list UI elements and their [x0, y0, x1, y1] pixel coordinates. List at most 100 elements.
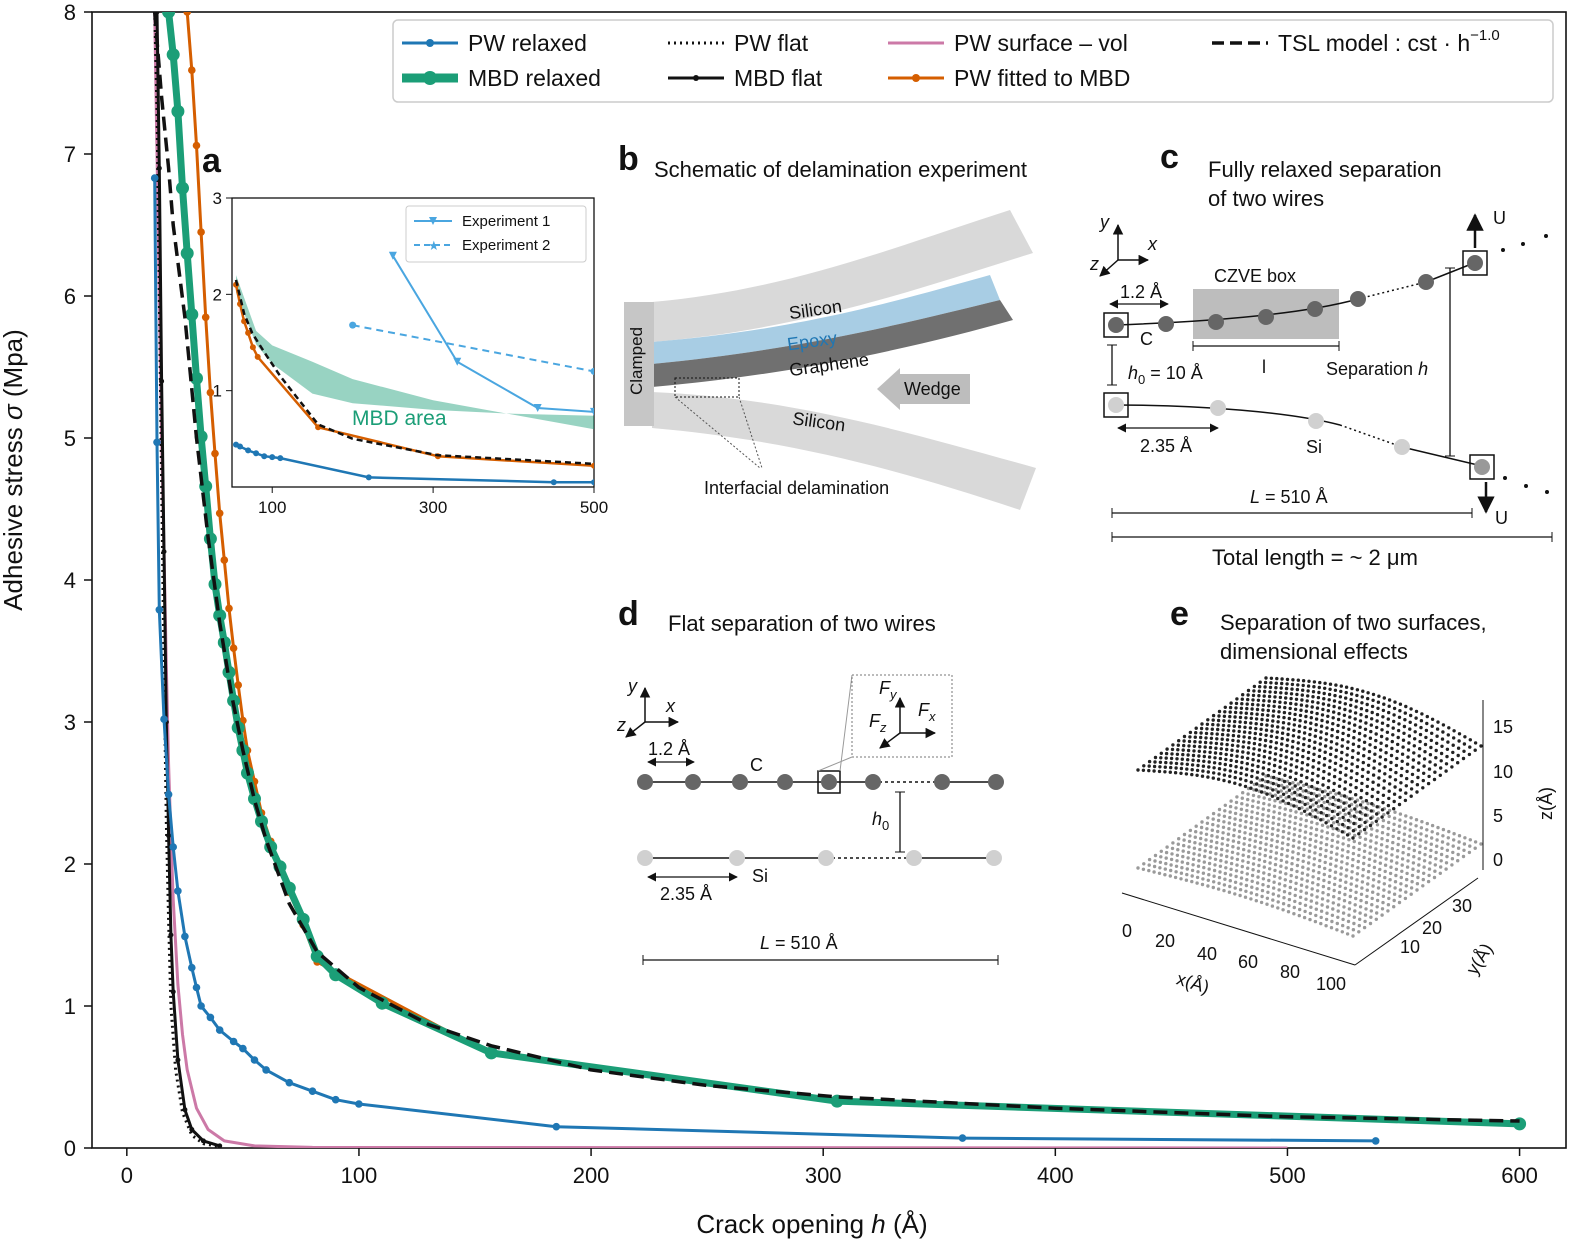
surface-point	[1354, 778, 1359, 783]
surface-point	[1333, 870, 1338, 874]
surface-point	[1320, 829, 1324, 833]
surface-point	[1413, 842, 1417, 846]
surface-point	[1286, 837, 1291, 841]
surface-point	[1331, 901, 1336, 905]
x-tick-label: 400	[1037, 1163, 1074, 1188]
surface-point	[1186, 758, 1190, 762]
surface-point	[1293, 893, 1297, 898]
surface-point	[1406, 748, 1411, 752]
surface-point	[1396, 728, 1401, 733]
surface-point	[1220, 842, 1224, 846]
surface-point	[1269, 739, 1273, 744]
surface-point	[1375, 835, 1379, 839]
series-point	[310, 949, 324, 963]
surface-point	[1361, 760, 1366, 765]
surface-point	[1362, 849, 1367, 853]
surface-point	[1402, 838, 1406, 842]
surface-point	[1288, 782, 1292, 786]
panel-d-title: Flat separation of two wires	[668, 611, 936, 636]
surface-point	[1219, 853, 1224, 857]
surface-point	[1213, 857, 1218, 861]
series-point	[285, 1078, 294, 1087]
surface-point	[1425, 821, 1430, 826]
surface-point	[1456, 746, 1461, 750]
surface-point	[1352, 729, 1357, 733]
surface-point	[1255, 712, 1259, 716]
y-tick-label: 6	[64, 284, 76, 309]
surface-point	[1351, 742, 1356, 746]
surface-point	[1147, 768, 1151, 773]
surface-point	[1274, 851, 1279, 855]
surface-point	[1278, 876, 1282, 880]
surface-point	[1414, 824, 1418, 828]
surface-point	[1410, 880, 1414, 884]
surface-point	[1409, 886, 1414, 890]
surface-point	[1334, 858, 1339, 862]
surface-point	[1244, 778, 1248, 783]
surface-point	[1364, 831, 1368, 835]
surface-point	[1240, 802, 1244, 806]
surface-point	[1354, 785, 1358, 790]
surface-point	[1217, 807, 1222, 812]
surface-point	[1411, 861, 1416, 865]
surface-point	[1245, 803, 1249, 807]
surface-point	[1377, 694, 1381, 698]
surface-point	[1402, 832, 1407, 836]
surface-point	[1348, 715, 1352, 719]
surface-point	[1169, 756, 1174, 761]
surface-point	[1219, 747, 1224, 751]
surface-point	[1263, 738, 1268, 743]
surface-point	[1359, 796, 1363, 800]
surface-point	[1258, 743, 1262, 747]
surface-point	[1348, 797, 1352, 801]
surface-point	[1452, 832, 1456, 836]
e-z-label: z(Å)	[1536, 787, 1556, 820]
legend-entry-pw-surface-vol: PW surface – vol	[888, 30, 1128, 56]
surface-point	[1345, 862, 1349, 866]
y-label-var: σ	[0, 403, 28, 420]
surface-point	[1297, 834, 1302, 838]
surface-point	[1444, 861, 1449, 865]
surface-point	[1306, 790, 1311, 795]
surface-point	[1174, 761, 1179, 766]
surface-point	[1228, 774, 1232, 778]
surface-point	[1196, 870, 1200, 874]
surface-point	[1407, 741, 1411, 745]
surface-point	[1418, 850, 1422, 855]
surface-point	[1190, 763, 1195, 767]
surface-point	[1353, 723, 1357, 727]
surface-point	[1457, 739, 1461, 743]
surface-point	[1225, 843, 1230, 847]
surface-point	[1364, 721, 1368, 725]
surface-point	[1233, 715, 1237, 719]
y-label-prefix: Adhesive stress	[0, 420, 28, 611]
surface-point	[1238, 893, 1242, 898]
surface-point	[1340, 860, 1344, 864]
surface-point	[1279, 748, 1284, 752]
surface-point	[1259, 841, 1263, 845]
surface-point	[1405, 769, 1409, 774]
c-total-label: Total length = ~ 2 μm	[1212, 545, 1418, 570]
surface-point	[1304, 897, 1308, 901]
surface-point	[1277, 888, 1281, 892]
series-point	[169, 843, 177, 851]
surface-point	[1374, 732, 1378, 736]
surface-point	[1398, 894, 1402, 898]
surface-point	[1258, 846, 1262, 851]
surface-point	[1256, 698, 1261, 702]
surface-point	[1333, 798, 1338, 802]
surface-point	[1314, 913, 1318, 918]
surface-point	[1181, 748, 1185, 752]
surface-points	[1136, 676, 1483, 938]
surface-point	[1332, 888, 1336, 893]
surface-point	[1397, 802, 1402, 807]
c-L-val: = 510 Å	[1260, 487, 1328, 507]
surface-point	[1259, 727, 1263, 731]
surface-point	[1405, 865, 1410, 869]
surface-point	[1242, 847, 1246, 852]
surface-point	[1260, 713, 1265, 717]
surface-point	[1274, 788, 1278, 792]
surface-point	[1383, 863, 1388, 867]
surface-point	[1174, 766, 1178, 770]
surface-point	[1227, 780, 1232, 784]
